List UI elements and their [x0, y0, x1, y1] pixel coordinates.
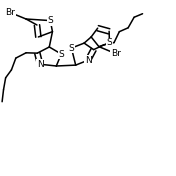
Text: S: S	[48, 16, 53, 25]
Text: Br: Br	[111, 49, 121, 58]
Text: S: S	[69, 43, 74, 53]
Text: S: S	[107, 38, 112, 48]
Text: S: S	[58, 49, 64, 59]
Text: N: N	[85, 56, 91, 65]
Text: Br: Br	[6, 8, 15, 17]
Text: N: N	[37, 60, 43, 69]
